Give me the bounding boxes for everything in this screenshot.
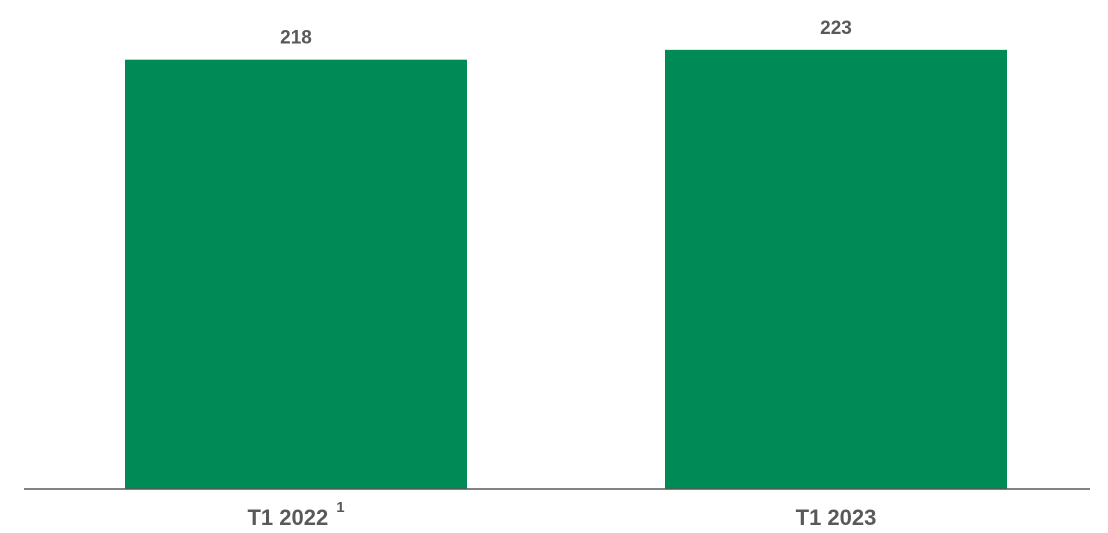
bar-1: [125, 59, 467, 489]
bar-2: [665, 49, 1007, 489]
category-label: T1 2023: [796, 505, 877, 530]
category-label: T1 2022 1: [247, 499, 344, 530]
labels: 218 T1 2022 1 223 T1 2023: [247, 18, 876, 530]
bar-value-label: 218: [280, 28, 312, 49]
category-label-text: T1 2023: [796, 505, 877, 530]
bar-value-label: 223: [820, 18, 852, 39]
category-label-text: T1 2022: [247, 505, 328, 530]
bars: [125, 49, 1007, 489]
footnote-marker: 1: [336, 499, 344, 516]
